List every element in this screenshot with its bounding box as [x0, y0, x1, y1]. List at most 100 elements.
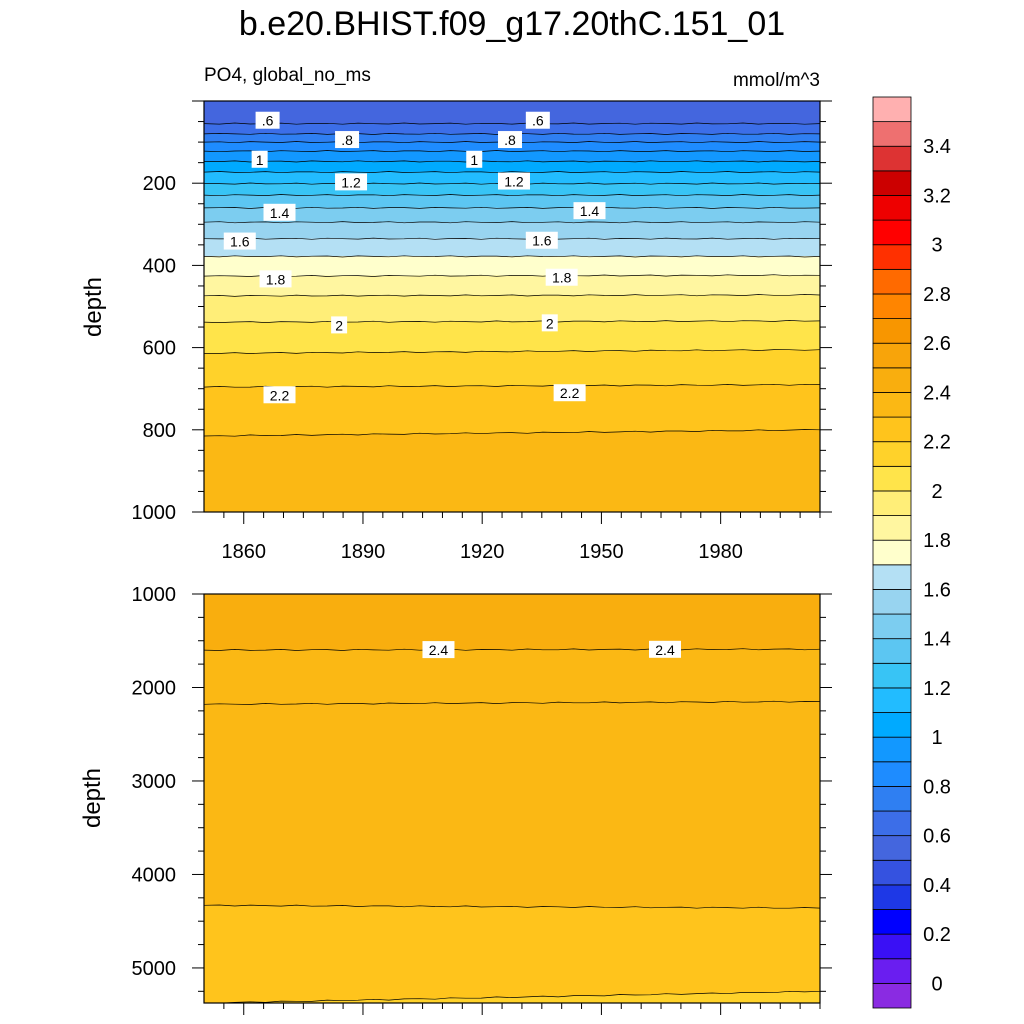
x-tick-label: 1950: [579, 541, 624, 563]
colorbar-box-35: [872, 121, 912, 147]
y-tick-label: 200: [143, 173, 176, 195]
contour-label-text: .6: [532, 113, 544, 129]
contour-line-2-3: [203, 904, 821, 909]
colorbar-label: 2.6: [923, 333, 951, 355]
colorbar-box-2: [872, 933, 912, 960]
contour-fill-bands: [203, 100, 821, 513]
contour-label-3: .8: [498, 131, 523, 149]
colorbar-box-29: [872, 268, 912, 295]
colorbar-box-33: [872, 170, 912, 196]
chart-title: b.e20.BHIST.f09_g17.20thC.151_01: [239, 5, 785, 43]
contour-line-1-6: [203, 237, 821, 240]
colorbar-box-6: [872, 835, 912, 861]
y-tick-label: 5000: [132, 958, 177, 980]
contour-label-17: 2.2: [553, 384, 586, 402]
contour-band-10: [203, 221, 821, 239]
contour-label-text: 1.4: [270, 205, 290, 221]
axes: 1000 2000 3000 4000 5000: [132, 584, 832, 1015]
colorbar: 0 0.2 0.4 0.6 0.8 1 1.2 1.4 1.6 1.8 2 2.2 2.4 2.6 2.8 3…: [872, 96, 951, 1009]
y-tick-label: 400: [143, 255, 176, 277]
contour-line-2: [203, 320, 821, 323]
contour-label-text: .6: [262, 113, 274, 129]
y-tick-label: 4000: [132, 864, 177, 886]
contour-label-text: 2: [335, 317, 343, 333]
colorbar-box-16: [872, 589, 912, 615]
contour-label-text: 1.8: [266, 271, 286, 287]
contour-label-text: 2.4: [655, 642, 675, 658]
contour-label-9: 1.4: [573, 202, 606, 220]
colorbar-box-20: [872, 490, 912, 516]
contour-band-13: [203, 274, 821, 297]
contour-lines: [203, 648, 821, 1004]
contour-line-2-2: [203, 383, 821, 388]
y-tick-label: 2000: [132, 677, 177, 699]
contour-band-12: [203, 256, 821, 277]
colorbar-label: 2: [931, 481, 942, 503]
contour-band-9: [203, 207, 821, 223]
colorbar-box-23: [872, 416, 912, 443]
upper-left-subtitle: PO4, global_no_ms: [204, 65, 371, 86]
contour-label-0: .6: [255, 111, 280, 129]
y-tick-label: 1000: [132, 584, 177, 606]
contour-line-1-1: [203, 171, 821, 174]
x-tick-label: 1920: [460, 541, 505, 563]
contour-label-text: 2.2: [560, 385, 580, 401]
contour-band-14: [203, 294, 821, 323]
colorbar-label: 3.2: [923, 185, 951, 207]
colorbar-box-11: [872, 712, 912, 738]
colorbar-label: 3: [931, 235, 942, 257]
contour-label-13: 1.8: [545, 268, 578, 286]
contour-label-text: .8: [504, 132, 516, 148]
contour-line-1-4: [203, 206, 821, 209]
contour-band-8: [203, 194, 821, 209]
y-tick-label: 1000: [132, 502, 177, 524]
contour-label-2: .8: [335, 131, 360, 149]
colorbar-box-7: [872, 810, 912, 837]
contour-line-labels: 2.4 2.4: [422, 640, 682, 659]
contour-band-2: [203, 701, 821, 909]
colorbar-label: 1.6: [923, 579, 951, 601]
colorbar-box-34: [872, 145, 912, 172]
contour-label-10: 1.6: [223, 232, 256, 250]
contour-band-3: [203, 905, 821, 1004]
colorbar-box-1: [872, 958, 912, 984]
colorbar-box-22: [872, 441, 912, 467]
contour-label-text: 1.4: [580, 203, 600, 219]
contour-label-11: 1.6: [525, 231, 558, 249]
contour-label-5: 1: [466, 150, 483, 168]
contour-label-0: 2.4: [422, 641, 455, 659]
contour-line-2-3: [203, 700, 821, 705]
lower-y-axis-label: depth: [79, 768, 106, 828]
x-tick-label: 1980: [698, 541, 743, 563]
contour-line-1: [203, 160, 821, 163]
colorbar-box-0: [872, 982, 912, 1009]
contour-label-text: 1.2: [504, 174, 524, 190]
contour-label-7: 1.2: [497, 172, 530, 190]
colorbar-label: 0.8: [923, 776, 951, 798]
colorbar-box-13: [872, 662, 912, 689]
colorbar-label: 2.4: [923, 382, 951, 404]
contour-label-6: 1.2: [335, 173, 368, 191]
contour-fill-bands: [203, 593, 821, 1004]
contour-label-12: 1.8: [259, 270, 292, 288]
colorbar-box-28: [872, 293, 912, 319]
colorbar-label: 0.2: [923, 924, 951, 946]
contour-line-1-7: [203, 255, 821, 258]
colorbar-box-18: [872, 539, 912, 566]
contour-band-0: [203, 100, 821, 124]
contour-line-labels: .6 .6 .8 .8 1 1 1.2 1.2 1.4 1.4 1.6 1.6 1.8 1.8 2 2 2.2 2…: [223, 111, 606, 404]
contour-label-8: 1.4: [263, 203, 296, 221]
upper-y-axis-label: depth: [80, 277, 107, 337]
colorbar-label: 1.8: [923, 530, 951, 552]
plot-frame: [203, 593, 821, 1004]
contour-label-text: 2: [546, 315, 554, 331]
colorbar-box-21: [872, 465, 912, 492]
colorbar-box-36: [872, 96, 912, 123]
contour-label-4: 1: [251, 150, 268, 168]
contour-band-0: [203, 593, 821, 651]
colorbar-label: 2.8: [923, 284, 951, 306]
contour-line-2-1: [203, 349, 821, 354]
contour-line-2-4: [203, 648, 821, 651]
contour-label-14: 2: [331, 316, 348, 334]
colorbar-box-26: [872, 342, 912, 369]
